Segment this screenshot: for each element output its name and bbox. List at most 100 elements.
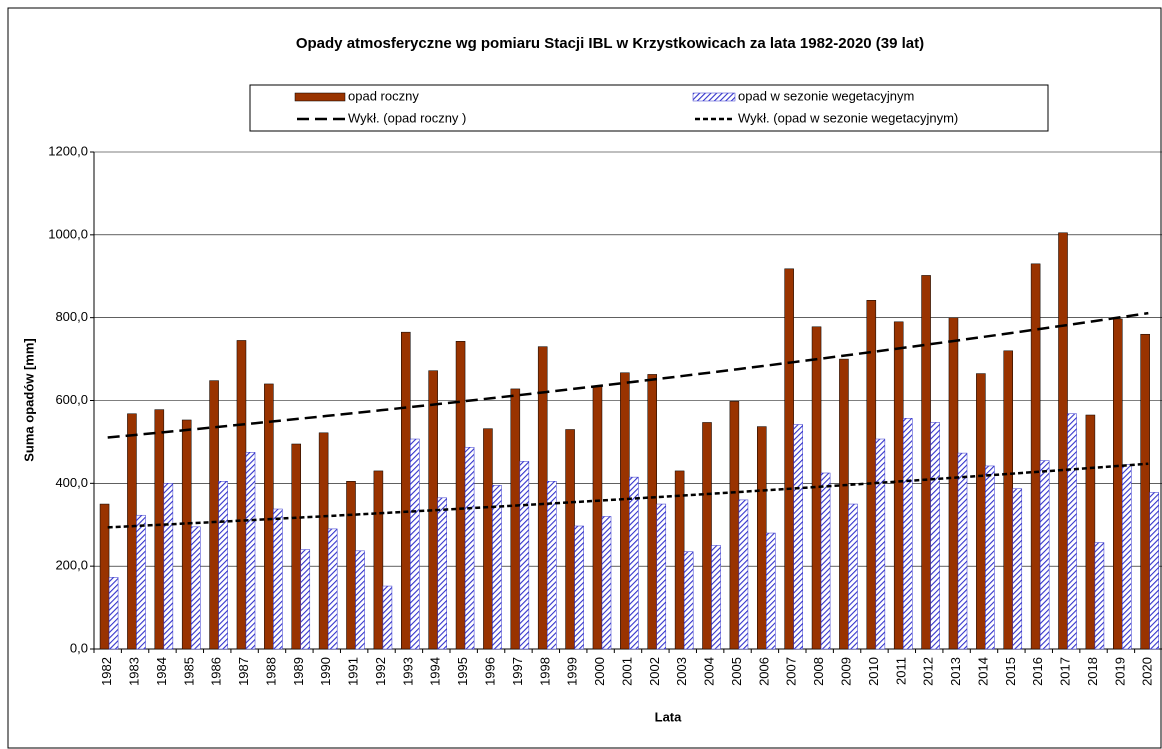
bar — [264, 383, 274, 650]
x-tick-label: 1995 — [455, 657, 470, 686]
x-tick-label: 1988 — [263, 657, 278, 686]
bar — [985, 465, 995, 650]
bar — [702, 422, 712, 650]
bar — [510, 388, 521, 650]
bar — [674, 470, 685, 650]
bar — [757, 426, 767, 650]
bar — [820, 472, 831, 650]
x-tick-label: 2003 — [674, 657, 689, 686]
x-tick-label: 2019 — [1112, 657, 1127, 686]
bar — [875, 438, 886, 650]
x-tick-label: 2005 — [729, 657, 744, 686]
bar — [163, 483, 174, 650]
y-tick-label: 600,0 — [55, 392, 88, 407]
trend-line — [107, 311, 1149, 439]
bar — [784, 268, 794, 650]
y-tick-label: 0,0 — [70, 640, 88, 655]
bar — [108, 577, 119, 650]
legend-swatch — [692, 92, 736, 102]
bar — [647, 374, 658, 650]
bar — [136, 514, 146, 650]
bar — [190, 526, 201, 650]
x-tick-label: 1984 — [154, 657, 169, 686]
bar — [656, 503, 667, 650]
x-tick-label: 1982 — [99, 657, 114, 686]
bar — [930, 422, 940, 650]
bar — [300, 549, 311, 650]
bar — [1113, 318, 1123, 650]
bar — [181, 419, 192, 650]
x-tick-label: 2014 — [975, 657, 990, 686]
bar — [1122, 464, 1132, 650]
bar — [848, 503, 858, 650]
legend-label: Wykł. (opad roczny ) — [348, 110, 466, 125]
bar — [1058, 232, 1068, 650]
legend-label: Wykł. (opad w sezonie wegetacyjnym) — [738, 110, 958, 125]
x-tick-label: 2000 — [592, 657, 607, 686]
bar — [729, 401, 740, 650]
bar — [592, 385, 603, 650]
bar — [1003, 350, 1014, 650]
bar — [921, 275, 931, 650]
bar — [236, 340, 247, 650]
bar — [948, 317, 959, 650]
bar — [601, 516, 612, 650]
bar — [793, 424, 803, 650]
x-tick-label: 2004 — [702, 657, 717, 686]
bar — [1030, 263, 1041, 650]
x-tick-label: 2007 — [784, 657, 799, 686]
bar — [893, 321, 904, 650]
bar — [127, 413, 137, 650]
x-tick-label: 1989 — [291, 657, 306, 686]
x-tick-label: 1986 — [209, 657, 224, 686]
x-axis-label: Lata — [655, 709, 683, 724]
bar — [209, 380, 219, 650]
bar — [99, 503, 110, 650]
bar — [1085, 414, 1096, 650]
bar — [1094, 542, 1105, 650]
x-tick-label: 1991 — [346, 657, 361, 686]
bar — [574, 525, 584, 650]
x-tick-label: 2020 — [1140, 657, 1155, 686]
bar — [957, 452, 968, 650]
bar — [976, 373, 986, 650]
bar — [1012, 488, 1023, 650]
trend-line — [107, 462, 1149, 529]
x-tick-label: 1997 — [510, 657, 525, 686]
y-tick-label: 1200,0 — [48, 143, 88, 158]
bar — [565, 429, 575, 650]
x-tick-label: 2001 — [619, 657, 634, 686]
bar — [1140, 333, 1150, 650]
bar — [483, 428, 493, 650]
bar — [154, 409, 165, 650]
y-tick-label: 1000,0 — [48, 226, 88, 241]
bar — [1149, 492, 1159, 650]
bar — [291, 443, 302, 650]
x-tick-label: 2002 — [647, 657, 662, 686]
chart-title: Opady atmosferyczne wg pomiaru Stacji IB… — [296, 35, 924, 52]
bar — [437, 497, 447, 650]
bar — [218, 481, 228, 650]
bar — [273, 508, 283, 650]
x-tick-label: 1994 — [428, 657, 443, 686]
x-tick-label: 1998 — [537, 657, 552, 686]
x-tick-label: 1990 — [318, 657, 333, 686]
x-tick-label: 1985 — [181, 657, 196, 686]
legend — [249, 84, 1049, 132]
bar — [620, 372, 630, 650]
x-tick-label: 1983 — [127, 657, 142, 686]
x-tick-label: 1999 — [565, 657, 580, 686]
bar — [1039, 460, 1050, 650]
bar — [327, 528, 338, 650]
legend-label: opad w sezonie wegetacyjnym — [738, 88, 914, 103]
x-tick-label: 1992 — [373, 657, 388, 686]
bar — [683, 551, 694, 650]
bar — [373, 470, 384, 650]
bar — [902, 418, 913, 650]
y-tick-label: 200,0 — [55, 558, 88, 573]
bar — [318, 432, 329, 650]
x-tick-label: 1996 — [483, 657, 498, 686]
x-tick-label: 2017 — [1058, 657, 1073, 686]
bar — [245, 452, 256, 650]
y-tick-label: 400,0 — [55, 475, 88, 490]
